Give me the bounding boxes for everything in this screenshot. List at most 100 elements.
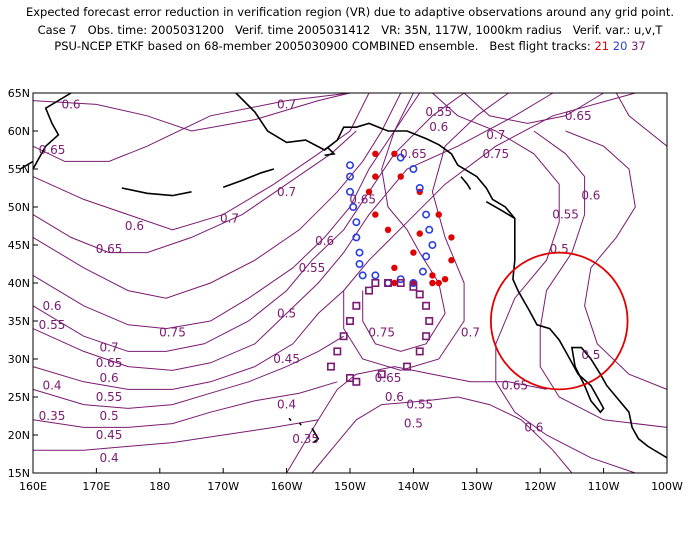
- contour-label: 0.65: [39, 143, 66, 157]
- contour-line: [343, 92, 509, 371]
- coastline: [222, 168, 275, 188]
- coastline: [121, 187, 192, 197]
- contour-label: 0.5: [277, 306, 296, 320]
- contour-line: [311, 396, 573, 474]
- track-20-point: [409, 165, 418, 174]
- contour-label: 0.6: [581, 189, 600, 203]
- contour-label: 0.45: [273, 352, 300, 366]
- coastline: [235, 92, 668, 459]
- contour-label: 0.7: [277, 185, 296, 199]
- track-37-point: [409, 282, 418, 291]
- contour-label: 0.65: [400, 147, 427, 161]
- track-37-point: [333, 347, 342, 356]
- track-37-point: [352, 377, 361, 386]
- track-37-point: [371, 278, 380, 287]
- verification-region-circle: [489, 251, 629, 391]
- track-20-point: [345, 187, 354, 196]
- track-21-point: [410, 249, 417, 256]
- contour-label: 0.7: [461, 325, 480, 339]
- lat-tick-label: 25N: [8, 391, 30, 404]
- contour-label: 0.65: [501, 379, 528, 393]
- contour-line: [32, 92, 554, 371]
- track-20-point: [418, 267, 427, 276]
- track-20-point: [422, 252, 431, 261]
- lat-tick-label: 15N: [8, 467, 30, 480]
- contour-labels: 0.6 0.70.55 0.650.60.70.65 0.65 0.750.70.65 0…: [39, 97, 601, 464]
- flight-tracks: [326, 150, 455, 386]
- track-37-point: [422, 301, 431, 310]
- coastline: [485, 201, 516, 220]
- lat-tick-label: 30N: [8, 353, 30, 366]
- title-line-2: Case 7 Obs. time: 2005031200 Verif. time…: [37, 23, 663, 37]
- track-21-point: [391, 264, 398, 271]
- contour-line: [32, 92, 402, 299]
- track-21-point: [372, 173, 379, 180]
- contour-label: 0.6: [315, 234, 334, 248]
- track-20-point: [428, 241, 437, 250]
- coastline: [298, 422, 302, 426]
- track-21-point: [448, 257, 455, 264]
- track-37-point: [415, 290, 424, 299]
- lon-tick-label: 160E: [19, 480, 47, 493]
- track-21-point: [448, 234, 455, 241]
- lon-tick-label: 100W: [651, 480, 683, 493]
- contour-line: [432, 92, 496, 132]
- track-37-point: [425, 316, 434, 325]
- track-21-point: [384, 226, 392, 233]
- track-20-point: [371, 271, 380, 280]
- lat-tick-label: 60N: [8, 125, 30, 138]
- coastline: [324, 147, 336, 157]
- lat-tick-label: 55N: [8, 163, 30, 176]
- coastline: [288, 417, 292, 422]
- contour-line: [615, 92, 668, 147]
- lat-tick-label: 65N: [8, 87, 30, 100]
- coastline: [32, 92, 72, 170]
- track-21-point: [365, 188, 373, 195]
- track-37-point: [339, 332, 348, 341]
- lon-tick-label: 110W: [588, 480, 620, 493]
- lon-tick-label: 160W: [271, 480, 303, 493]
- track-21-point: [372, 150, 379, 157]
- contour-lines: [32, 92, 668, 474]
- track-21-point: [429, 279, 436, 287]
- contour-label: 0.7: [100, 341, 119, 355]
- contour-line: [495, 130, 636, 474]
- contour-label: 0.6: [385, 390, 404, 404]
- contour-line: [32, 92, 421, 330]
- title-line-1: Expected forecast error reduction in ver…: [25, 5, 675, 19]
- track-21-point: [441, 276, 449, 283]
- track-20-point: [349, 203, 358, 212]
- track-37-point: [415, 347, 424, 356]
- track-21-point: [435, 211, 442, 218]
- contour-line: [33, 419, 319, 451]
- contour-label: 0.4: [100, 451, 119, 465]
- contour-line: [32, 335, 344, 409]
- contour-label: 0.65: [96, 356, 123, 370]
- contour-label: 0.55: [39, 318, 66, 332]
- contour-label: 0.7: [220, 211, 239, 225]
- lon-tick-label: 150W: [334, 480, 366, 493]
- contour-line: [533, 130, 668, 428]
- track-20-point: [345, 172, 354, 181]
- track-37-label: 37: [631, 39, 646, 53]
- contour-line: [32, 92, 351, 132]
- contour-label: 0.6: [42, 299, 61, 313]
- title-line-3: PSU-NCEP ETKF based on 68-member 2005030…: [0, 40, 700, 53]
- track-21-point: [397, 173, 404, 180]
- contour-label: 0.6: [524, 420, 543, 434]
- contour-label: 0.75: [482, 147, 509, 161]
- contour-label: 0.6: [125, 219, 144, 233]
- track-37-point: [403, 362, 412, 371]
- lat-tick-label: 50N: [8, 201, 30, 214]
- lat-tick-label: 20N: [8, 429, 30, 442]
- track-20-point: [358, 271, 367, 280]
- track-20-point: [425, 225, 434, 234]
- contour-label: 0.65: [96, 242, 123, 256]
- contour-label: 0.6: [429, 120, 448, 134]
- track-20-point: [352, 218, 361, 227]
- track-37-point: [365, 286, 374, 295]
- track-20-point: [355, 259, 364, 268]
- contour-line: [463, 92, 604, 124]
- title-line-3-prefix: PSU-NCEP ETKF based on 68-member 2005030…: [54, 39, 595, 53]
